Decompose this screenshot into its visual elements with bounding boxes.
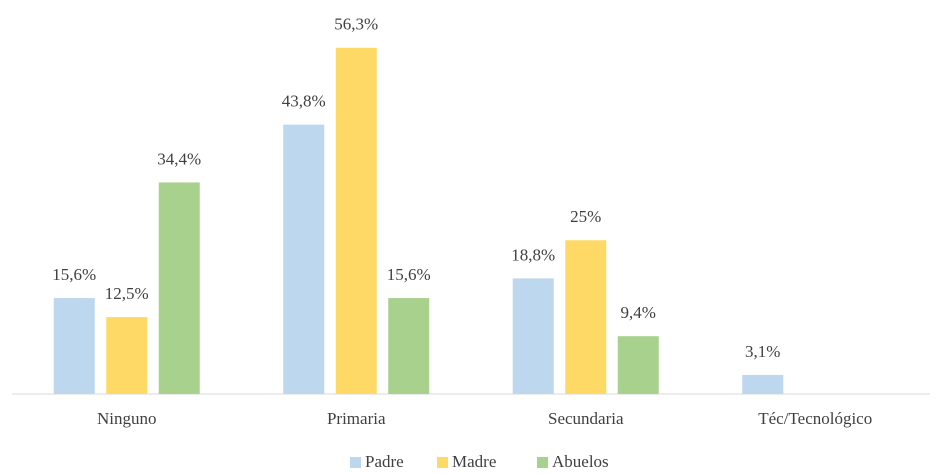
data-label: 56,3%	[334, 15, 378, 34]
bar	[512, 278, 554, 394]
data-label: 34,4%	[157, 149, 201, 168]
data-label: 43,8%	[282, 92, 326, 111]
bar	[335, 47, 377, 394]
bar	[388, 298, 430, 394]
legend-label: Abuelos	[552, 452, 609, 471]
bar	[158, 182, 200, 394]
data-label: 15,6%	[387, 265, 431, 284]
bar	[53, 298, 95, 394]
bar	[617, 336, 659, 394]
x-tick-label: Téc/Tecnológico	[758, 409, 872, 428]
legend-swatch	[537, 457, 548, 468]
data-label: 25%	[570, 207, 601, 226]
bar	[742, 374, 784, 394]
bar	[565, 240, 607, 394]
x-tick-label: Primaria	[327, 409, 386, 428]
x-tick-label: Ninguno	[97, 409, 157, 428]
legend-label: Padre	[365, 452, 404, 471]
data-label: 15,6%	[52, 265, 96, 284]
data-label: 3,1%	[745, 342, 780, 361]
bar	[283, 124, 325, 394]
data-label: 12,5%	[105, 284, 149, 303]
data-label: 18,8%	[511, 245, 555, 264]
legend-label: Madre	[452, 452, 496, 471]
bar	[106, 317, 148, 394]
data-label: 9,4%	[621, 303, 656, 322]
legend-swatch	[437, 457, 448, 468]
legend-swatch	[350, 457, 361, 468]
x-tick-label: Secundaria	[548, 409, 624, 428]
